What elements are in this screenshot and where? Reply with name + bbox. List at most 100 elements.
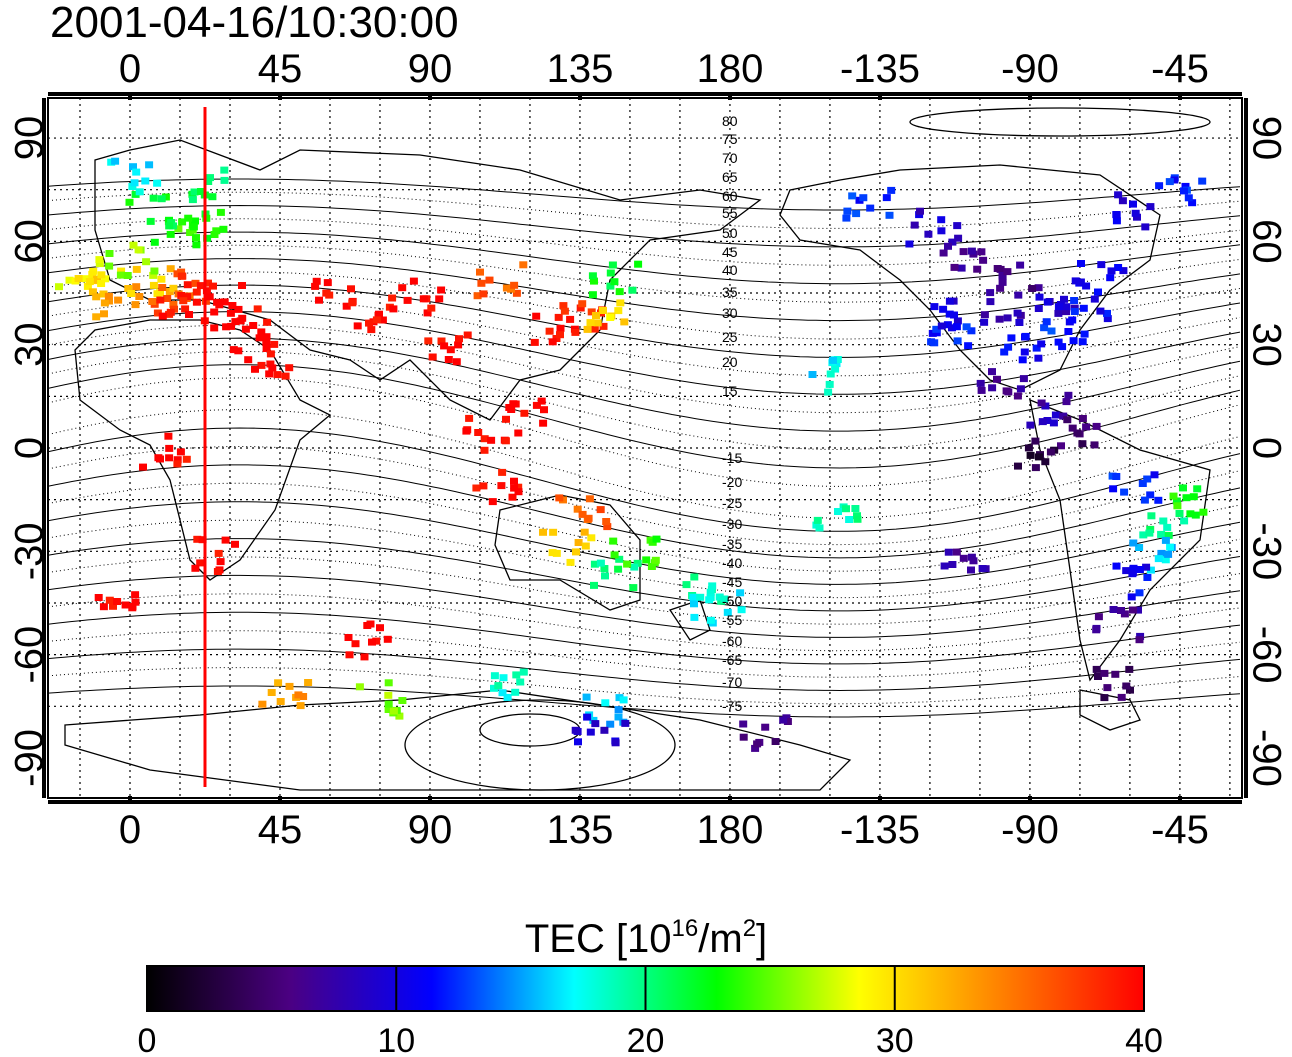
tec-point — [157, 275, 166, 283]
tec-point — [739, 733, 748, 741]
tec-point — [1112, 473, 1121, 480]
tec-point — [502, 415, 510, 423]
tec-point — [174, 225, 183, 233]
tec-point — [885, 211, 894, 219]
magnetic-contour — [47, 409, 1241, 519]
tec-point — [476, 268, 484, 276]
tec-point — [281, 372, 290, 380]
tec-point — [216, 208, 225, 216]
tec-point — [610, 551, 619, 559]
tec-point — [105, 262, 114, 270]
tec-point — [130, 179, 139, 187]
map-title: 2001-04-16/10:30:00 — [50, 0, 459, 47]
tec-point — [969, 557, 978, 565]
tec-point — [105, 596, 114, 604]
lon-label-bottom: -90 — [1001, 808, 1059, 852]
tec-point — [1054, 309, 1063, 317]
tec-point — [1034, 453, 1043, 461]
tec-point — [587, 534, 596, 542]
tec-point — [105, 250, 114, 257]
tec-point — [268, 364, 277, 372]
tec-point — [205, 293, 214, 301]
tec-point — [825, 380, 834, 388]
tec-point — [253, 305, 262, 313]
tec-point — [477, 279, 486, 287]
tec-point — [117, 267, 126, 275]
tec-point — [192, 288, 201, 296]
tec-point — [196, 559, 205, 567]
tec-point — [736, 589, 745, 597]
tec-point — [157, 195, 166, 203]
contour-label: 30 — [722, 305, 738, 321]
contour-label: 65 — [722, 169, 738, 185]
magnetic-contour — [47, 271, 1241, 340]
tec-point — [590, 277, 598, 285]
tec-point — [367, 326, 376, 334]
tec-point — [1122, 567, 1131, 575]
tec-point — [209, 282, 217, 290]
tec-point — [953, 222, 962, 230]
tec-point — [682, 581, 691, 589]
tec-point — [1134, 606, 1142, 614]
tec-point — [179, 297, 188, 305]
tec-point — [998, 272, 1007, 280]
colorbar-tick-label: 30 — [876, 1022, 914, 1057]
contour-label: -60 — [722, 633, 742, 649]
tec-point — [1135, 566, 1144, 573]
tec-point — [1145, 529, 1154, 537]
tec-point — [532, 312, 541, 320]
magnetic-contour — [47, 218, 1241, 266]
magnetic-contour — [47, 574, 1241, 638]
tec-point — [1047, 327, 1056, 335]
tec-point — [696, 593, 705, 601]
tec-point — [940, 562, 949, 570]
tec-point — [690, 573, 699, 581]
tec-point — [188, 196, 197, 204]
tec-point — [599, 322, 608, 330]
tec-point — [1126, 686, 1134, 694]
tec-point — [548, 338, 557, 346]
tec-point — [150, 238, 159, 246]
contour-label: -70 — [722, 674, 742, 690]
tec-point — [363, 622, 372, 629]
tec-point — [859, 194, 868, 202]
tec-point — [409, 277, 418, 285]
tec-point — [583, 325, 592, 333]
tec-point — [490, 672, 499, 680]
tec-point — [508, 493, 517, 501]
tec-point — [100, 299, 109, 307]
tec-point — [815, 524, 824, 532]
tec-point — [1064, 391, 1073, 399]
tec-point — [512, 671, 521, 679]
tec-point — [156, 296, 165, 304]
tec-point — [1096, 307, 1105, 315]
tec-point — [980, 311, 989, 319]
tec-point — [514, 483, 523, 491]
tec-point — [1140, 496, 1149, 504]
tec-point — [177, 292, 186, 299]
lon-label-top: 180 — [697, 47, 764, 91]
tec-point — [236, 317, 245, 325]
tec-point — [1191, 511, 1200, 519]
tec-point — [560, 307, 569, 315]
tec-point — [1090, 441, 1099, 449]
tec-point — [135, 188, 144, 196]
tec-point — [215, 301, 224, 309]
tec-point — [943, 321, 952, 329]
tec-point — [258, 700, 267, 708]
tec-point — [520, 409, 529, 417]
tec-point — [614, 713, 623, 721]
tec-point — [980, 318, 989, 326]
tec-point — [383, 635, 392, 643]
tec-point — [552, 549, 561, 557]
tec-point — [437, 337, 446, 345]
tec-point — [509, 400, 518, 408]
tec-point — [1143, 574, 1152, 581]
tec-point — [937, 216, 946, 224]
tec-point — [556, 324, 565, 332]
magnetic-contour — [47, 364, 1241, 469]
tec-point — [1026, 451, 1035, 459]
tec-point — [555, 494, 564, 502]
tec-point — [241, 325, 250, 333]
